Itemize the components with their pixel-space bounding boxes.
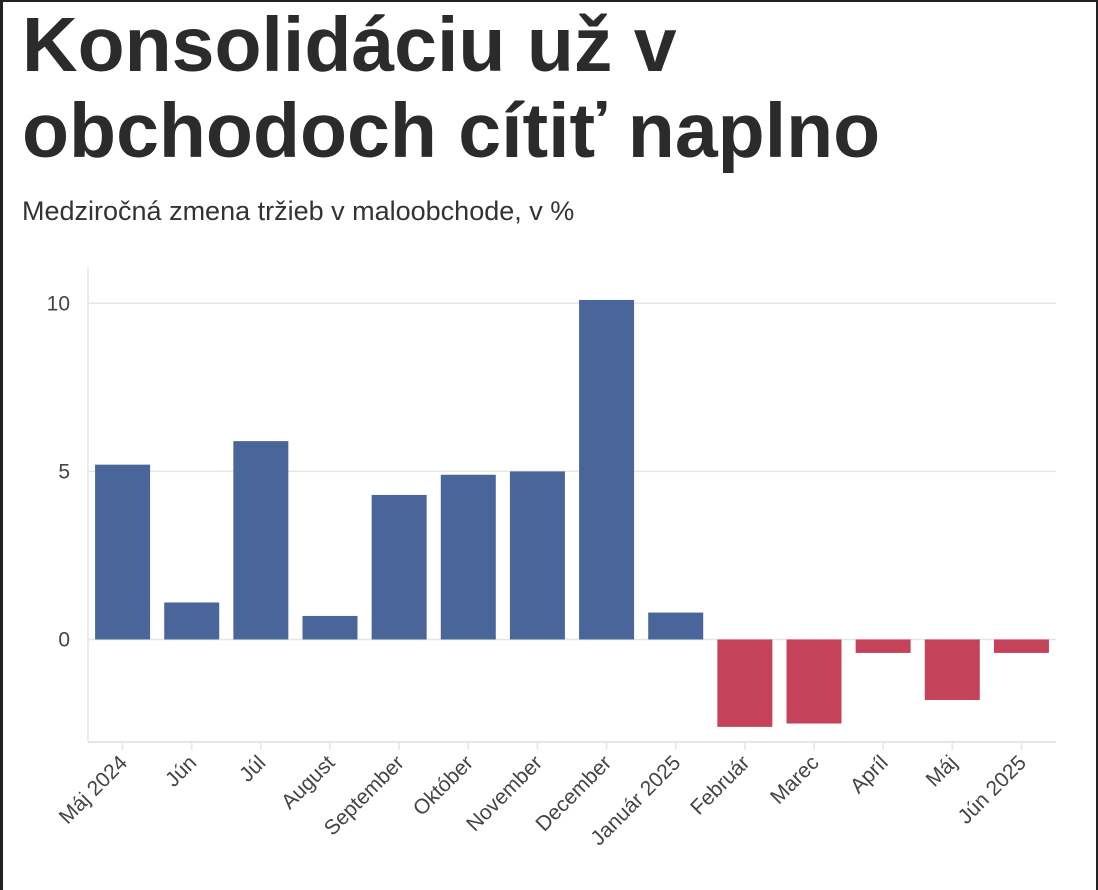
bar <box>371 494 427 640</box>
bar <box>509 471 565 640</box>
bar <box>648 612 704 640</box>
y-tick-label: 10 <box>47 292 70 315</box>
bar <box>855 639 911 653</box>
x-tick-label: Máj <box>922 751 962 791</box>
x-tick-label: Jún 2025 <box>954 751 1031 828</box>
bar <box>924 639 980 700</box>
y-tick-label: 0 <box>58 628 70 651</box>
bar <box>233 441 289 640</box>
x-tick-label: Október <box>409 751 478 820</box>
x-tick-label: Marec <box>766 751 824 809</box>
chart-subtitle: Medziročná zmena tržieb v maloobchode, v… <box>22 196 575 226</box>
bar <box>164 602 220 640</box>
x-tick-label: Máj 2024 <box>55 751 133 829</box>
y-tick-label: 5 <box>58 460 70 483</box>
bar <box>95 464 151 640</box>
x-tick-label: Apríl <box>846 751 893 798</box>
x-tick-label: Jún <box>161 751 201 791</box>
bar <box>717 639 773 727</box>
chart-title: Konsolidáciu už v obchodoch cítiť naplno <box>22 2 881 174</box>
bar <box>302 615 358 640</box>
bar <box>440 474 496 640</box>
bar <box>993 639 1049 653</box>
x-tick-label: Júl <box>235 751 270 786</box>
x-tick-label: Február <box>686 751 754 819</box>
bar <box>786 639 842 724</box>
bar <box>579 299 635 640</box>
x-tick-label: August <box>277 751 340 814</box>
